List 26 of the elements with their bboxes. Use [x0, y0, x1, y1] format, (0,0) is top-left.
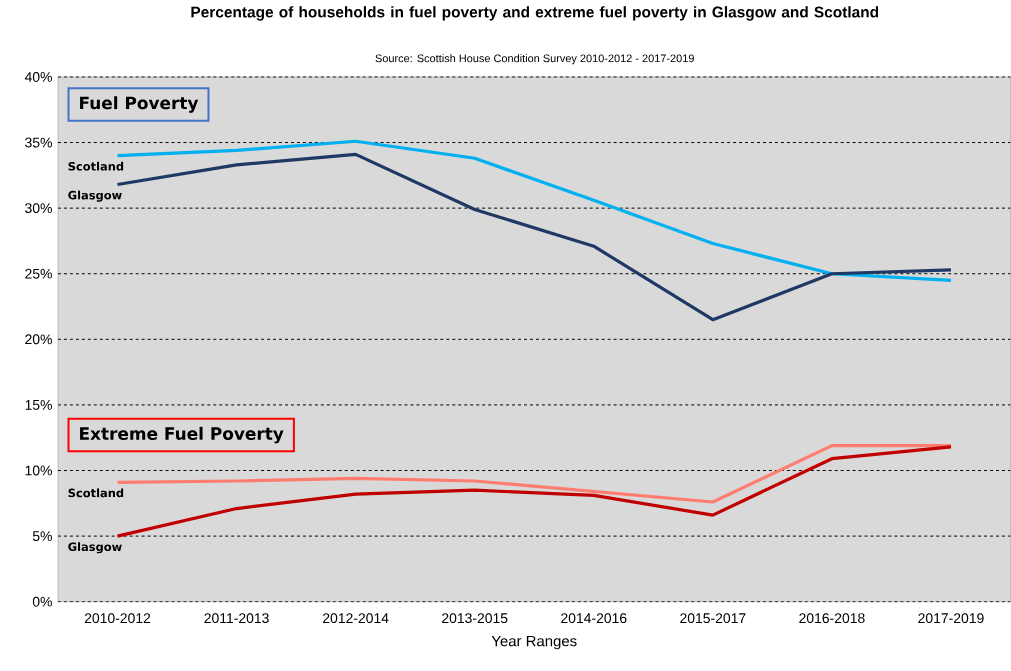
- series-label: Scotland: [68, 488, 124, 498]
- y-tick-label: 0%: [32, 596, 52, 607]
- annotation: Extreme Fuel Poverty: [80, 426, 284, 444]
- x-tick-label: 2017-2019: [918, 613, 984, 624]
- x-tick-label: 2011-2013: [204, 613, 269, 624]
- y-tick-label: 20%: [25, 334, 52, 345]
- y-tick-label: 10%: [25, 465, 52, 476]
- x-tick-label: 2014-2016: [561, 613, 627, 624]
- x-axis-title: Year Ranges: [491, 636, 577, 650]
- annotation: Fuel Poverty: [80, 96, 199, 113]
- y-tick-label: 25%: [25, 268, 52, 279]
- x-tick-label: 2013-2015: [442, 613, 508, 624]
- chart-title: Percentage of households in fuel poverty and extreme fuel poverty in Glasgow and Scotland: [191, 6, 879, 21]
- y-tick-label: 35%: [25, 137, 52, 148]
- series-label: Glasgow: [68, 190, 122, 202]
- y-tick-label: 30%: [25, 203, 52, 214]
- y-tick-label: 15%: [25, 400, 52, 410]
- chart-subtitle: Source: Scottish House Condition Survey 2010-2012 - 2017-2019: [375, 54, 694, 65]
- series-label: Scotland: [68, 161, 124, 171]
- x-tick-label: 2010-2012: [84, 613, 151, 624]
- x-tick-label: 2012-2014: [323, 613, 389, 624]
- y-tick-label: 40%: [24, 72, 52, 83]
- series-label: Glasgow: [68, 542, 122, 554]
- y-tick-label: 5%: [32, 531, 52, 542]
- x-tick-label: 2016-2018: [799, 613, 865, 624]
- x-tick-label: 2015-2017: [680, 613, 746, 624]
